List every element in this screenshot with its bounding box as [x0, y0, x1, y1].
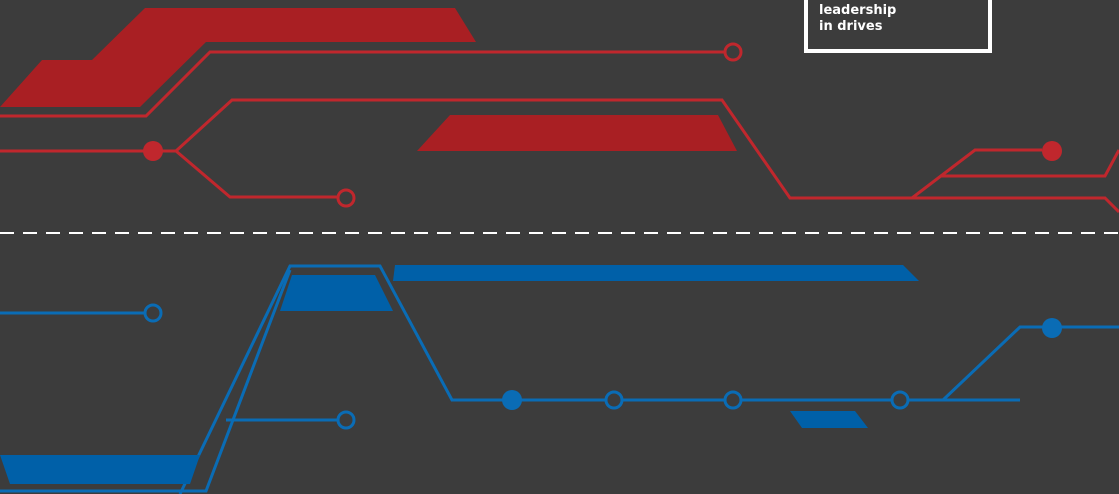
- blue-node: [723, 390, 743, 410]
- red-line: [912, 196, 1119, 214]
- blue-node: [890, 390, 910, 410]
- blue-node: [143, 303, 163, 323]
- blue-node: [336, 410, 356, 430]
- red-line: [940, 149, 1119, 178]
- red-line: [175, 149, 337, 199]
- badge-frame: [804, 0, 992, 53]
- red-line: [0, 98, 1042, 200]
- red-dot: [1042, 141, 1062, 161]
- blue-shape: [280, 275, 393, 311]
- blue-shape: [393, 265, 919, 281]
- red-line: [0, 50, 724, 118]
- red-dot: [143, 141, 163, 161]
- blue-dot: [1042, 318, 1062, 338]
- blue-node: [604, 390, 624, 410]
- red-shape: [417, 115, 737, 151]
- blue-line: [178, 264, 1020, 494]
- badge-text: leadership: [819, 3, 896, 18]
- red-node: [336, 188, 356, 208]
- badge-text: in drives: [819, 19, 883, 34]
- red-shape: [0, 8, 476, 107]
- blue-line: [941, 325, 1119, 402]
- blue-shape: [790, 411, 868, 428]
- blue-dot: [502, 390, 522, 410]
- red-node: [723, 42, 743, 62]
- blue-shape: [0, 455, 200, 484]
- blue-line: [0, 269, 292, 493]
